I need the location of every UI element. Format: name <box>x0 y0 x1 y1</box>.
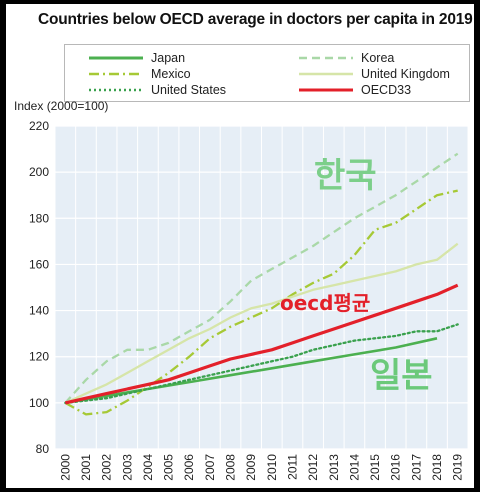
legend-swatch-korea <box>299 56 353 60</box>
x-tick-2012: 2012 <box>306 454 320 481</box>
legend-item-united-states: United States <box>87 82 226 98</box>
x-tick-2004: 2004 <box>141 454 155 481</box>
y-tick-200: 200 <box>29 165 49 179</box>
legend-item-united-kingdom: United Kingdom <box>297 66 450 82</box>
legend-label-united-kingdom: United Kingdom <box>361 67 450 81</box>
x-tick-2006: 2006 <box>182 454 196 481</box>
x-tick-2002: 2002 <box>100 454 114 481</box>
x-tick-2009: 2009 <box>244 454 258 481</box>
series-line-united-states <box>64 323 459 405</box>
annotation-japan: 일본 <box>370 356 433 396</box>
legend-swatch-oecd33 <box>299 88 353 92</box>
legend-swatch-japan <box>89 56 143 60</box>
legend-label-oecd33: OECD33 <box>361 83 412 97</box>
legend-label-korea: Korea <box>361 51 395 65</box>
legend-item-oecd33: OECD33 <box>297 82 411 98</box>
x-tick-2005: 2005 <box>162 454 176 481</box>
x-tick-2018: 2018 <box>430 454 444 481</box>
x-tick-2017: 2017 <box>409 454 423 481</box>
y-tick-160: 160 <box>29 257 49 271</box>
legend-label-mexico: Mexico <box>151 67 191 81</box>
legend-swatch-united-states <box>89 88 143 92</box>
series-line-oecd33 <box>64 283 459 405</box>
series-line-japan <box>65 337 438 405</box>
series-line-united-kingdom <box>64 242 459 404</box>
x-tick-2013: 2013 <box>327 454 341 481</box>
annotation-oecd-average: oecd평균 <box>280 291 371 315</box>
y-tick-140: 140 <box>29 304 49 318</box>
y-tick-220: 220 <box>29 119 49 133</box>
x-tick-2016: 2016 <box>389 454 403 481</box>
x-tick-2014: 2014 <box>347 454 361 481</box>
y-tick-100: 100 <box>29 396 49 410</box>
series-line-korea <box>64 152 459 404</box>
legend: Japan Korea Mexico United Kingdom United… <box>64 44 470 102</box>
x-tick-2007: 2007 <box>203 454 217 481</box>
x-tick-2008: 2008 <box>224 454 238 481</box>
legend-item-mexico: Mexico <box>87 66 191 82</box>
x-tick-2003: 2003 <box>120 454 134 481</box>
plot-area: 80 100 120 140 160 180 200 220 2000 2001 2002 2003 2… <box>29 119 469 481</box>
x-tick-2015: 2015 <box>368 454 382 481</box>
y-axis-label: Index (2000=100) <box>14 99 109 113</box>
legend-swatch-mexico <box>89 72 143 76</box>
x-tick-2010: 2010 <box>265 454 279 481</box>
legend-label-united-states: United States <box>151 83 227 97</box>
legend-swatch-united-kingdom <box>299 72 353 76</box>
chart-title: Countries below OECD average in doctors … <box>38 11 473 28</box>
y-tick-120: 120 <box>29 350 49 364</box>
legend-item-korea: Korea <box>297 50 394 66</box>
x-tick-2019: 2019 <box>451 454 465 481</box>
annotation-korea: 한국 <box>314 156 377 196</box>
x-tick-2001: 2001 <box>79 454 93 481</box>
series-line-mexico <box>64 189 458 416</box>
x-tick-2000: 2000 <box>58 454 72 481</box>
y-tick-180: 180 <box>29 211 49 225</box>
chart-frame: Countries below OECD average in doctors … <box>6 4 474 488</box>
legend-item-japan: Japan <box>87 50 185 66</box>
x-tick-2011: 2011 <box>285 454 299 480</box>
y-tick-80: 80 <box>36 442 50 456</box>
legend-label-japan: Japan <box>151 51 186 65</box>
